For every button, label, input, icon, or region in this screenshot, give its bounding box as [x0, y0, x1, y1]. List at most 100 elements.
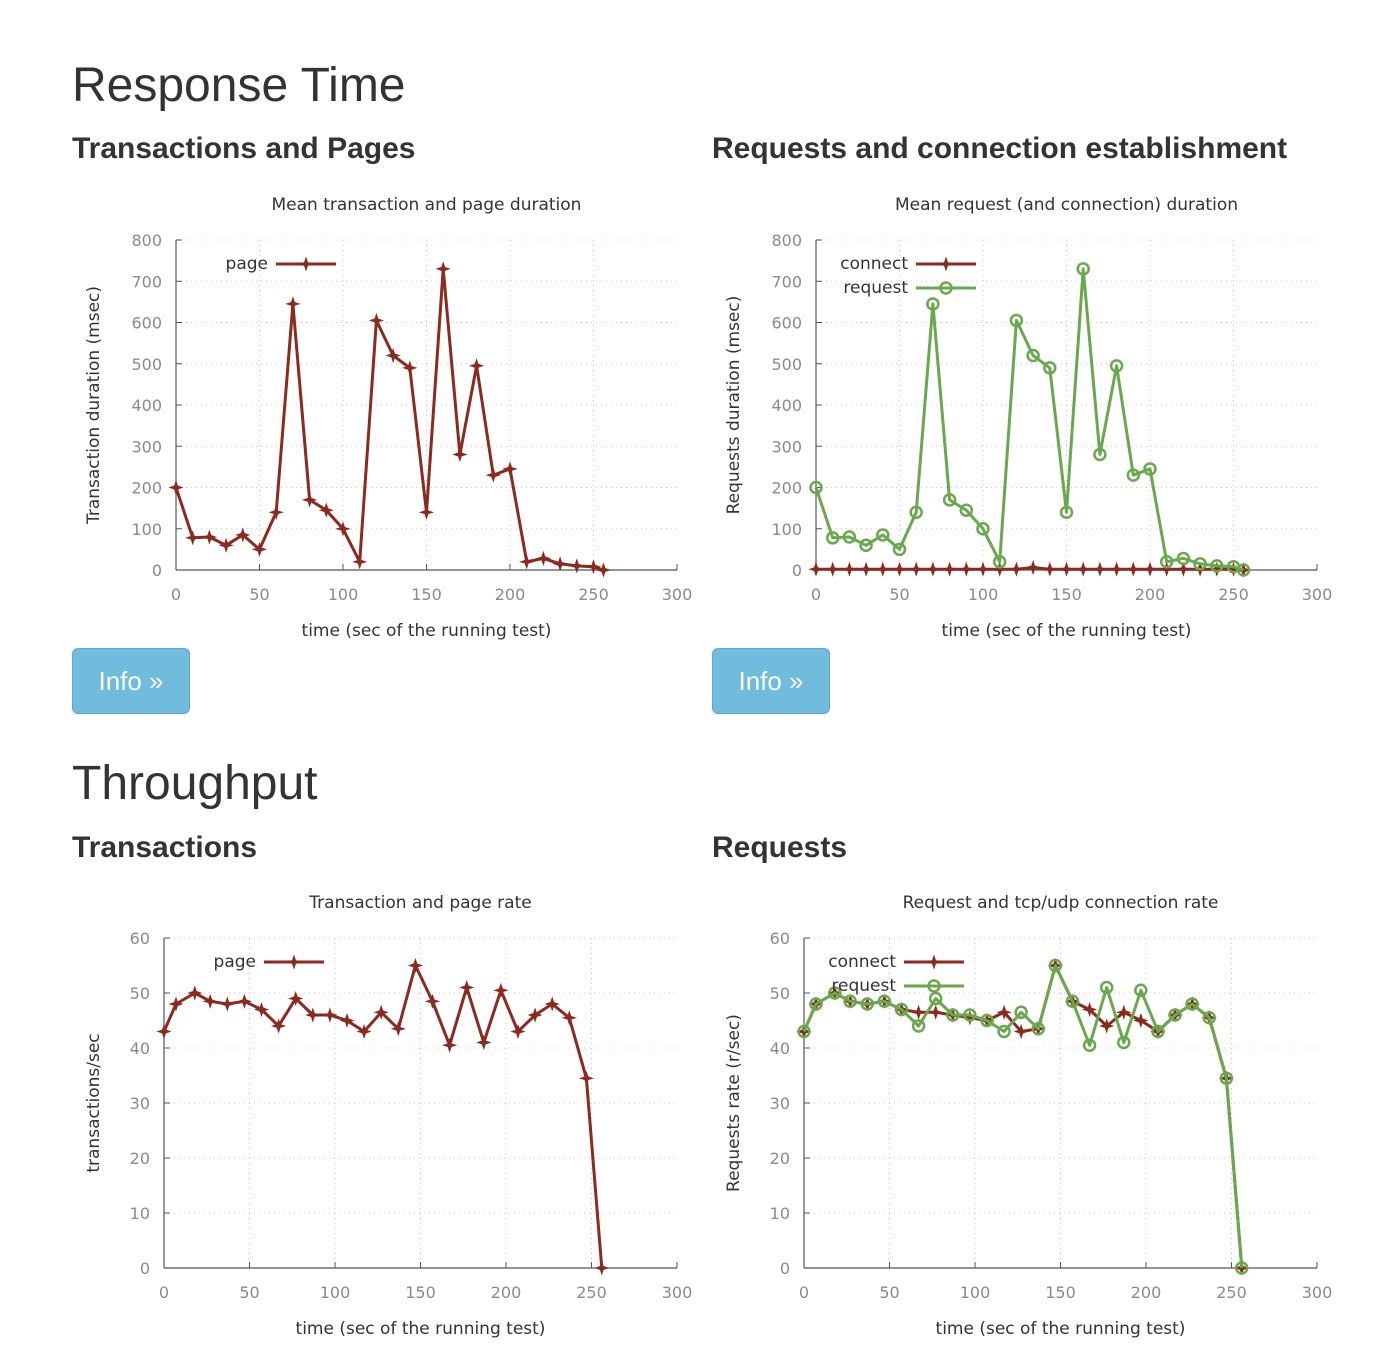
x-tick-label: 200 [491, 1283, 522, 1302]
panel-title-requests-connection: Requests and connection establishment [712, 132, 1288, 165]
data-point [843, 994, 857, 1008]
x-tick-label: 200 [1131, 1283, 1162, 1302]
data-point [1008, 561, 1024, 577]
data-point [402, 360, 418, 376]
y-axis-label: Requests duration (msec) [724, 296, 744, 515]
x-tick-label: 50 [239, 1283, 259, 1302]
data-point [452, 446, 468, 463]
series-line-page [174, 267, 604, 572]
x-axis-label: time (sec of the running test) [302, 621, 552, 641]
x-tick-label: 100 [968, 585, 999, 604]
y-tick-label: 700 [131, 272, 162, 291]
data-point [268, 504, 284, 520]
data-point [1099, 1018, 1115, 1034]
data-point [1125, 561, 1141, 577]
series-page [156, 957, 610, 1276]
data-point [909, 505, 923, 519]
data-point [1076, 262, 1090, 276]
x-tick-label: 100 [320, 1283, 351, 1302]
info-button-transactions-pages[interactable]: Info » [72, 648, 190, 714]
data-point [1151, 1024, 1165, 1039]
data-point [285, 296, 301, 312]
data-point [976, 522, 990, 536]
y-tick-label: 200 [771, 479, 802, 498]
data-point [1025, 559, 1041, 576]
data-point [418, 504, 435, 520]
data-point [1082, 1001, 1098, 1018]
data-point [168, 479, 184, 496]
data-point [1099, 980, 1114, 995]
data-point [1109, 359, 1124, 373]
y-tick-label: 10 [770, 1204, 790, 1223]
data-point [368, 312, 385, 328]
data-point [942, 493, 957, 507]
y-tick-label: 500 [131, 355, 162, 374]
y-tick-label: 700 [771, 272, 802, 291]
x-tick-label: 0 [799, 1283, 809, 1302]
data-point [236, 993, 253, 1009]
legend-entry-request: request [843, 278, 976, 298]
data-point [858, 561, 874, 577]
data-point [485, 467, 501, 483]
data-point [219, 996, 235, 1012]
y-tick-label: 60 [770, 929, 790, 948]
y-tick-label: 100 [131, 520, 162, 539]
x-tick-label: 100 [960, 1283, 991, 1302]
data-point [594, 1260, 610, 1276]
data-point [1082, 1038, 1097, 1052]
y-tick-label: 400 [771, 396, 802, 415]
y-tick-label: 30 [130, 1094, 150, 1113]
legend-marker [939, 281, 953, 295]
data-point [1235, 1261, 1249, 1275]
y-tick-label: 60 [130, 929, 150, 948]
x-tick-label: 0 [171, 585, 181, 604]
legend-marker [926, 954, 942, 970]
legend-label: page [226, 254, 268, 274]
data-point [1209, 561, 1225, 577]
data-point [1159, 561, 1175, 577]
legend-marker [938, 256, 954, 272]
data-point [926, 297, 940, 311]
y-tick-label: 50 [770, 984, 790, 1003]
data-point [1117, 1035, 1131, 1050]
section-title-response-time: Response Time [72, 59, 406, 112]
x-tick-label: 150 [405, 1283, 436, 1302]
data-point [1219, 1071, 1234, 1085]
legend-marker [298, 256, 314, 272]
data-point [894, 1002, 909, 1017]
data-point [1185, 997, 1199, 1011]
data-point [859, 538, 873, 552]
data-point [552, 556, 568, 572]
data-point [271, 1018, 287, 1034]
data-point [435, 261, 451, 277]
data-point [809, 480, 823, 495]
data-point [318, 502, 334, 518]
data-point [1093, 447, 1107, 462]
data-point [595, 562, 612, 578]
legend-entry-page: page [226, 254, 336, 274]
data-point [842, 530, 857, 544]
data-point [305, 1007, 321, 1023]
x-axis-label: time (sec of the running test) [936, 1319, 1186, 1339]
data-point [908, 561, 924, 577]
panel-title-transactions-pages: Transactions and Pages [72, 132, 416, 165]
data-point [1031, 1022, 1046, 1036]
data-point [911, 1019, 926, 1033]
data-point [1013, 1023, 1029, 1040]
data-point [352, 554, 368, 570]
data-point [992, 561, 1008, 577]
data-point [339, 1012, 355, 1029]
info-button-requests-connection[interactable]: Info » [712, 648, 830, 714]
x-tick-label: 100 [328, 585, 359, 604]
chart-request-rate: Request and tcp/udp connection rate 0 50 10… [724, 893, 1332, 1339]
data-point [877, 994, 892, 1008]
data-point [1058, 561, 1075, 577]
data-point [253, 1001, 270, 1018]
x-tick-label: 50 [889, 585, 909, 604]
legend-entry-connect: connect [840, 254, 976, 274]
y-tick-label: 500 [771, 355, 802, 374]
data-point [356, 1023, 372, 1040]
panel-title-transactions: Transactions [72, 831, 258, 864]
data-point [1014, 1005, 1028, 1019]
